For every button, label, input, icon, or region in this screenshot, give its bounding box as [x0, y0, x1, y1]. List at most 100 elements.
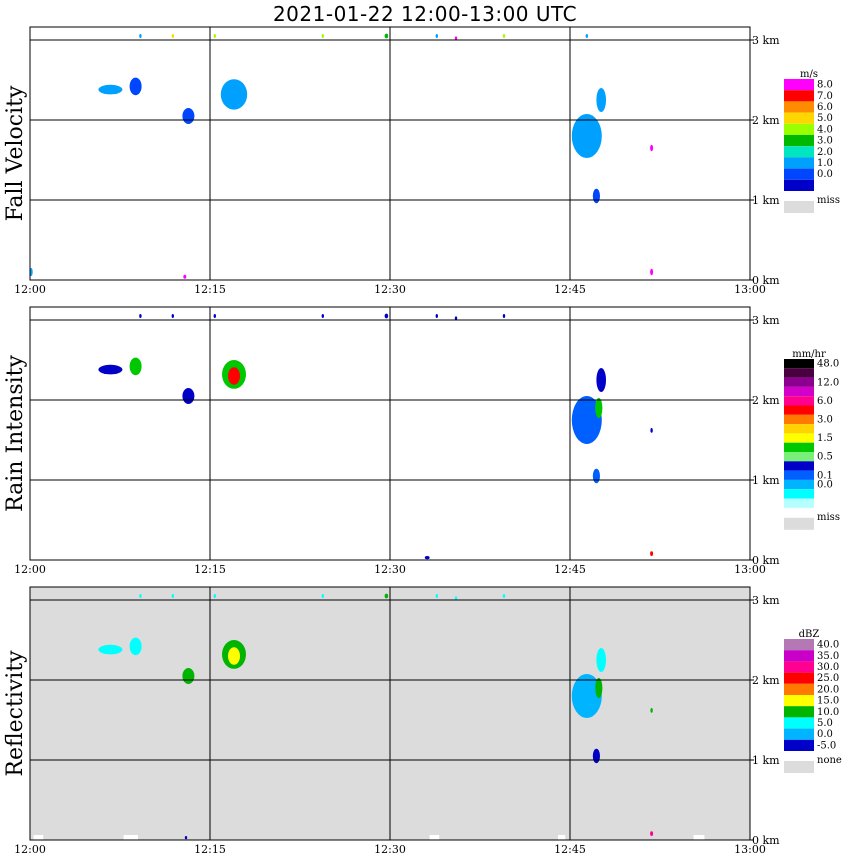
- colorbar-label: 2.0: [817, 147, 833, 158]
- colorbar: dBZ40.035.030.025.020.015.010.05.00.0-5.…: [784, 629, 842, 773]
- x-tick-label: 12:15: [194, 563, 226, 576]
- radar-echo: [650, 708, 653, 713]
- plot-frame: [29, 26, 751, 281]
- ground-gap: [33, 835, 44, 840]
- radar-echo: [384, 33, 389, 39]
- panel-fall-velocity: 0 km 1 km 2 km 3 km 12:00 12:15 12:30 12:45 13:0…: [3, 26, 840, 296]
- y-tick-label: 1 km: [752, 474, 780, 487]
- radar-echo: [129, 77, 142, 96]
- radar-echo: [182, 668, 195, 684]
- radar-echo: [182, 388, 195, 404]
- radar-echo: [321, 594, 324, 598]
- colorbar-swatch: [784, 414, 814, 425]
- colorbar-label: 48.0: [817, 359, 839, 370]
- colorbar-swatch: [784, 661, 814, 673]
- radar-echo: [228, 367, 240, 385]
- colorbar-swatch: [784, 359, 814, 369]
- radar-echo: [139, 594, 142, 598]
- radar-echo: [595, 398, 603, 418]
- colorbar-swatch: [784, 489, 814, 499]
- colorbar-missing-label: miss: [817, 195, 840, 206]
- colorbar-swatch: [784, 386, 814, 397]
- radar-echo: [424, 556, 430, 560]
- panel-ylabel: Reflectivity: [3, 650, 28, 777]
- x-tick-label: 12:45: [554, 283, 586, 296]
- y-tick-label: 0 km: [752, 834, 780, 847]
- colorbar-swatch: [784, 101, 814, 113]
- colorbar-missing-label: miss: [817, 512, 840, 523]
- radar-echo: [384, 593, 389, 599]
- y-tick-label: 2 km: [752, 114, 780, 127]
- colorbar-label: -5.0: [817, 740, 836, 751]
- colorbar-swatch: [784, 498, 814, 508]
- radar-echo: [384, 313, 389, 319]
- x-tick-label: 12:45: [554, 563, 586, 576]
- colorbar-unit: m/s: [800, 69, 818, 80]
- colorbar-label: 15.0: [817, 696, 839, 707]
- radar-echo: [129, 357, 142, 376]
- colorbar-swatch: [784, 695, 814, 707]
- colorbar-label: 0.0: [817, 480, 833, 491]
- colorbar-missing-swatch: [784, 761, 814, 773]
- colorbar-swatch: [784, 377, 814, 387]
- radar-echo: [182, 108, 195, 124]
- colorbar: m/s8.07.06.05.04.03.02.01.00.0 miss: [784, 69, 840, 213]
- colorbar-label: 0.1: [817, 470, 833, 481]
- radar-echo: [592, 188, 601, 204]
- colorbar-swatch: [784, 650, 814, 662]
- radar-echo: [213, 594, 216, 598]
- radar-echo: [213, 314, 216, 318]
- panel-ylabel: Fall Velocity: [3, 85, 28, 221]
- y-tick-label: 1 km: [752, 194, 780, 207]
- colorbar-swatch: [784, 639, 814, 651]
- y-tick-label: 3 km: [752, 594, 780, 607]
- radar-echo: [98, 84, 123, 95]
- colorbar-swatch: [784, 479, 814, 490]
- radar-echo: [228, 647, 240, 665]
- colorbar-label: 40.0: [817, 640, 839, 651]
- colorbar-label: 20.0: [817, 684, 839, 695]
- radar-echo: [183, 274, 187, 279]
- colorbar-swatch: [784, 135, 814, 147]
- colorbar-swatch: [784, 442, 814, 452]
- radar-echo: [502, 314, 506, 318]
- colorbar-swatch: [784, 470, 814, 480]
- radar-echo: [571, 396, 602, 444]
- radar-echo: [435, 34, 438, 38]
- colorbar-swatch: [784, 672, 814, 684]
- radar-echo: [321, 34, 324, 38]
- colorbar-label: 0.5: [817, 452, 833, 463]
- radar-echo: [171, 34, 174, 38]
- radar-echo: [592, 468, 601, 484]
- colorbar-label: 3.0: [817, 414, 833, 425]
- y-tick-label: 0 km: [752, 554, 780, 567]
- colorbar-swatch: [784, 112, 814, 124]
- colorbar-label: 35.0: [817, 651, 839, 662]
- colorbar-swatch: [784, 168, 814, 180]
- colorbar-label: 0.0: [817, 729, 833, 740]
- radar-echo: [98, 644, 123, 655]
- x-tick-label: 12:30: [374, 843, 406, 856]
- colorbar-label: 6.0: [817, 396, 833, 407]
- colorbar-unit: mm/hr: [792, 349, 826, 360]
- colorbar-label: 5.0: [817, 718, 833, 729]
- ground-gap: [123, 835, 138, 840]
- colorbar-label: 25.0: [817, 673, 839, 684]
- radar-echo: [650, 831, 654, 836]
- radar-echo: [596, 368, 606, 392]
- colorbar-missing-swatch: [784, 201, 814, 213]
- radar-echo: [595, 678, 603, 698]
- colorbar-label: 7.0: [817, 91, 833, 102]
- radar-echo: [650, 144, 654, 152]
- colorbar-label: 1.0: [817, 158, 833, 169]
- x-tick-label: 13:00: [734, 563, 766, 576]
- radar-echo: [650, 268, 654, 276]
- colorbar-label: 4.0: [817, 124, 833, 135]
- colorbar-unit: dBZ: [799, 629, 820, 640]
- colorbar-label: 12.0: [817, 377, 839, 388]
- colorbar-swatch: [784, 683, 814, 695]
- radar-echo: [213, 34, 216, 38]
- x-tick-label: 12:15: [194, 843, 226, 856]
- radar-echo: [650, 551, 654, 556]
